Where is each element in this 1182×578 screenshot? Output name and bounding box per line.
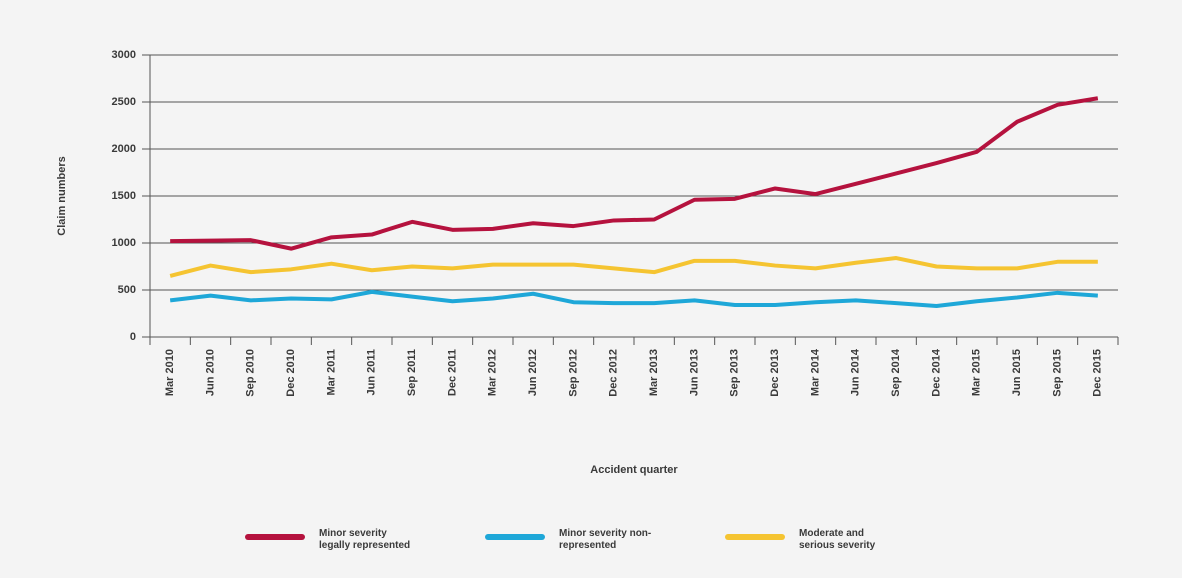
x-tick-label: Jun 2014 [850, 348, 862, 396]
series-line [170, 96, 1099, 251]
legend-swatch [245, 534, 305, 540]
legend-swatch [485, 534, 545, 540]
x-tick-label: Jun 2012 [527, 349, 539, 396]
x-tick-label: Dec 2011 [446, 349, 458, 396]
y-tick-label: 1500 [112, 190, 136, 202]
legend-swatch [725, 534, 785, 540]
series-line [169, 289, 1098, 308]
x-axis-label: Accident quarter [590, 464, 678, 476]
x-tick-label: Jun 2010 [204, 349, 216, 396]
x-tick-label: Sep 2015 [1051, 349, 1063, 397]
x-tick-label: Dec 2013 [769, 349, 781, 397]
x-tick-label: Sep 2011 [406, 349, 418, 396]
x-tick-label: Jun 2011 [366, 349, 378, 395]
x-tick-label: Mar 2012 [487, 349, 499, 396]
x-tick-label: Jun 2015 [1011, 349, 1023, 396]
legend-item: Minor severity legally represented [245, 528, 419, 552]
y-tick-label: 2000 [112, 143, 136, 155]
y-tick-label: 2500 [112, 96, 136, 108]
y-tick-label: 0 [130, 331, 136, 343]
series-line [169, 256, 1098, 278]
legend-label: Minor severity legally represented [319, 528, 411, 551]
x-tick-label: Dec 2015 [1092, 349, 1104, 397]
x-tick-label: Sep 2013 [729, 349, 741, 397]
y-tick-label: 500 [118, 284, 136, 296]
legend-label: Moderate and serious severity [799, 528, 876, 551]
x-tick-label: Dec 2010 [285, 349, 297, 397]
y-tick-label: 1000 [112, 237, 136, 249]
x-tick-label: Mar 2011 [325, 349, 337, 395]
x-tick-label: Dec 2012 [608, 349, 620, 397]
legend: Minor severity legally represented Minor … [0, 528, 1182, 568]
x-tick-label: Dec 2014 [930, 348, 942, 397]
y-tick-label: 3000 [112, 49, 136, 61]
legend-label: Minor severity non-represented [559, 528, 652, 551]
x-tick-label: Mar 2013 [648, 349, 660, 396]
x-tick-label: Mar 2014 [809, 348, 821, 396]
x-tick-label: Mar 2010 [164, 349, 176, 396]
x-tick-label: Mar 2015 [971, 349, 983, 396]
x-tick-label: Sep 2014 [890, 348, 902, 397]
x-tick-label: Sep 2010 [245, 349, 257, 397]
x-tick-label: Jun 2013 [688, 349, 700, 396]
x-tick-label: Sep 2012 [567, 349, 579, 397]
y-axis-label: Claim numbers [56, 156, 68, 235]
legend-item: Moderate and serious severity [725, 528, 899, 552]
legend-item: Minor severity non-represented [485, 528, 659, 552]
chart: Claim numbers Accident quarter 0 500 1000 1… [56, 49, 1119, 476]
